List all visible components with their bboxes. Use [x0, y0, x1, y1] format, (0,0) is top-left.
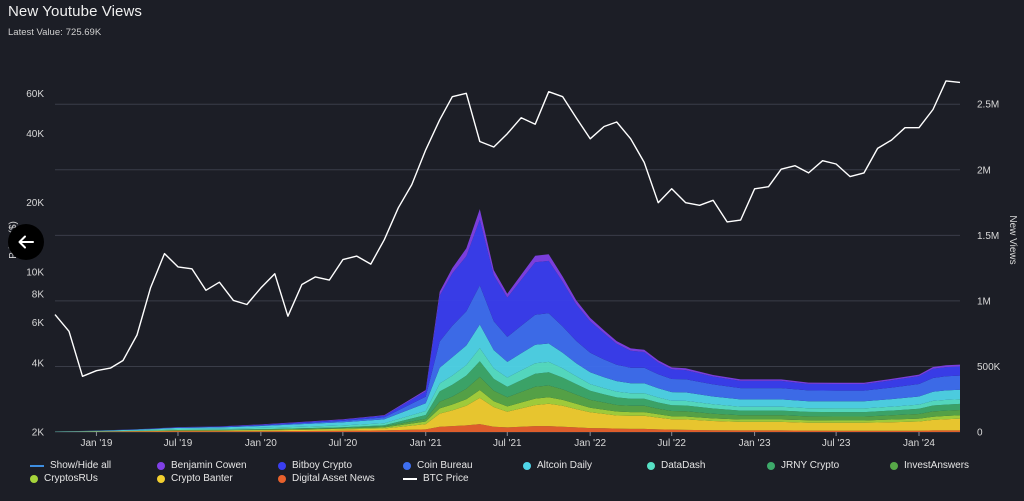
legend-label: DataDash — [661, 460, 706, 471]
btc-price-path — [54, 80, 961, 377]
legend-item-digital-asset-news[interactable]: Digital Asset News — [278, 473, 375, 484]
right-tick-label: 1M — [977, 296, 991, 307]
legend-item-investanswers[interactable]: InvestAnswers — [890, 460, 969, 471]
right-tick-label: 2.5M — [977, 100, 999, 111]
legend-dot-swatch — [157, 461, 165, 470]
legend-item-crypto-banter[interactable]: Crypto Banter — [157, 473, 233, 484]
left-tick-label: 4K — [32, 358, 45, 369]
latest-value-label: Latest Value: — [8, 27, 63, 38]
legend-dot-swatch — [278, 474, 286, 483]
legend-item-altcoin-daily[interactable]: Altcoin Daily — [523, 460, 592, 471]
right-tick-label: 2M — [977, 165, 991, 176]
left-tick-label: 8K — [32, 289, 45, 300]
area-cryptosrus — [55, 390, 960, 432]
legend-label: Digital Asset News — [292, 473, 375, 484]
legend-dot-swatch — [890, 461, 898, 470]
x-axis-ticks: Jan '19 Jul '19 Jan '20 Jul '20 Jan '21 Jul '… — [80, 432, 935, 449]
left-tick-label: 40K — [26, 129, 44, 140]
legend-dot-swatch — [278, 461, 286, 470]
legend-label: Bitboy Crypto — [292, 460, 353, 471]
legend-label: InvestAnswers — [904, 460, 970, 471]
legend-item-benjamin-cowen[interactable]: Benjamin Cowen — [157, 460, 247, 471]
legend-item-bitboy-crypto[interactable]: Bitboy Crypto — [278, 460, 352, 471]
left-tick-label: 2K — [32, 428, 45, 439]
legend-item-show-hide-all[interactable]: Show/Hide all — [30, 460, 111, 471]
legend-label: Coin Bureau — [417, 460, 473, 471]
x-tick-label: Jan '23 — [739, 438, 771, 449]
legend-line-swatch — [30, 464, 44, 467]
right-tick-label: 500K — [977, 362, 1001, 373]
area-altcoin-daily — [55, 324, 960, 432]
x-tick-label: Jan '22 — [574, 438, 606, 449]
legend-item-coin-bureau[interactable]: Coin Bureau — [403, 460, 473, 471]
legend-line-swatch — [403, 477, 417, 480]
legend-label: Benjamin Cowen — [171, 460, 247, 471]
legend-item-btc-price[interactable]: BTC Price — [403, 473, 469, 484]
x-tick-label: Jul '19 — [164, 438, 193, 449]
legend-item-jrny-crypto[interactable]: JRNY Crypto — [767, 460, 839, 471]
area-crypto-banter — [55, 397, 960, 432]
area-jrny-crypto — [55, 361, 960, 432]
latest-value-number: 725.69K — [65, 27, 102, 38]
views-stacked-areas — [55, 209, 960, 432]
chart-legend: Show/Hide all Benjamin Cowen Bitboy Crypto… — [30, 460, 1010, 486]
latest-value: Latest Value: 725.69K — [8, 27, 101, 38]
legend-row-1: Show/Hide all Benjamin Cowen Bitboy Crypto… — [30, 460, 1010, 473]
left-tick-label: 20K — [26, 198, 44, 209]
legend-label: Crypto Banter — [171, 473, 233, 484]
legend-dot-swatch — [523, 461, 531, 470]
legend-dot-swatch — [403, 461, 411, 470]
right-axis-ticks: 0 500K 1M 1.5M 2M 2.5M — [977, 100, 1001, 439]
x-tick-label: Jul '22 — [657, 438, 686, 449]
legend-label: CryptosRUs — [44, 473, 98, 484]
left-axis-ticks: 2K 4K 6K 8K 10K 20K 40K 60K — [26, 89, 44, 439]
legend-label: Show/Hide all — [50, 460, 112, 471]
left-tick-label: 60K — [26, 89, 44, 100]
x-tick-label: Jan '21 — [410, 438, 442, 449]
right-tick-label: 0 — [977, 428, 983, 439]
legend-dot-swatch — [157, 474, 165, 483]
x-tick-label: Jul '21 — [493, 438, 522, 449]
legend-dot-swatch — [767, 461, 775, 470]
area-digital-asset-news — [55, 424, 960, 432]
x-tick-label: Jan '20 — [245, 438, 277, 449]
x-tick-label: Jan '19 — [80, 438, 112, 449]
x-tick-label: Jul '20 — [329, 438, 358, 449]
chart-title: New Youtube Views — [8, 3, 143, 20]
left-tick-label: 10K — [26, 267, 44, 278]
area-coin-bureau — [55, 285, 960, 432]
back-button[interactable] — [8, 224, 44, 260]
legend-label: Altcoin Daily — [537, 460, 593, 471]
left-tick-label: 6K — [32, 318, 45, 329]
area-bitboy-crypto — [55, 219, 960, 432]
area-investanswers — [55, 376, 960, 432]
x-tick-label: Jul '23 — [822, 438, 851, 449]
legend-dot-swatch — [647, 461, 655, 470]
right-tick-label: 1.5M — [977, 231, 999, 242]
legend-item-datadash[interactable]: DataDash — [647, 460, 705, 471]
legend-label: BTC Price — [423, 473, 469, 484]
legend-label: JRNY Crypto — [781, 460, 840, 471]
right-axis-label: New Views — [1007, 215, 1018, 264]
x-tick-label: Jan '24 — [903, 438, 935, 449]
legend-row-2: CryptosRUs Crypto Banter Digital Asset New… — [30, 473, 1010, 486]
arrow-left-icon — [18, 235, 34, 249]
legend-dot-swatch — [30, 474, 38, 483]
btc-price-line — [54, 80, 961, 377]
legend-item-cryptosrus[interactable]: CryptosRUs — [30, 473, 98, 484]
